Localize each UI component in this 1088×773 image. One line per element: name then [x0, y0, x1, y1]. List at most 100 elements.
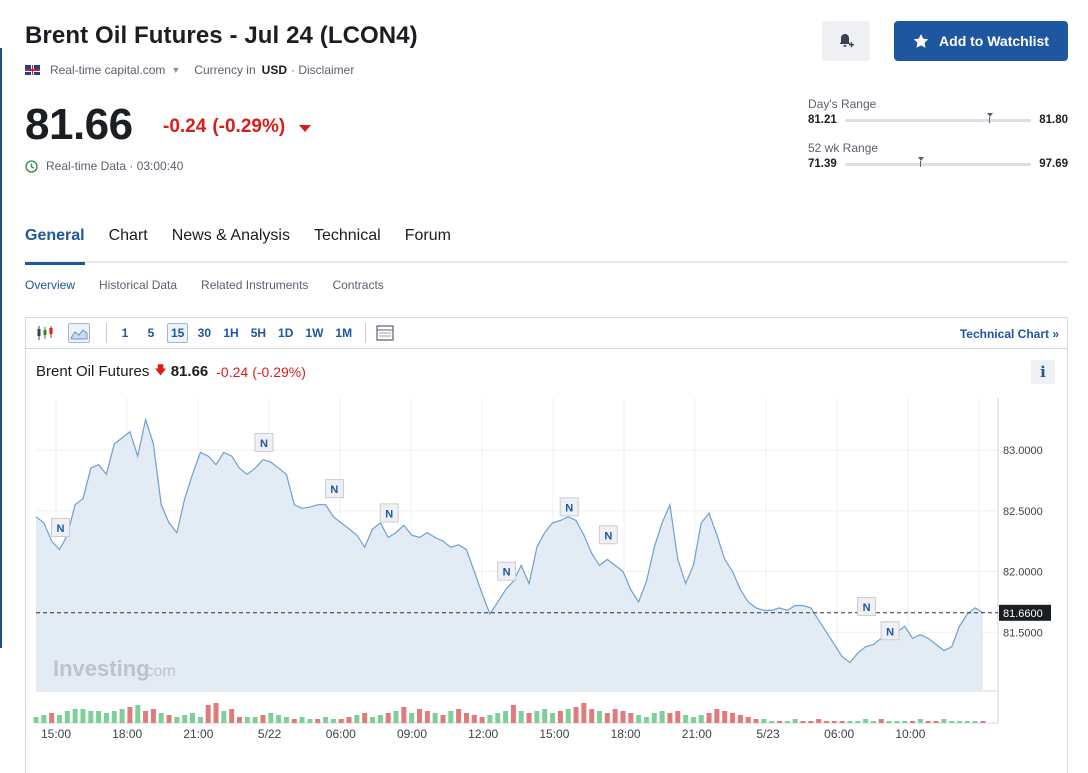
volume-bar	[88, 711, 94, 723]
subtab-overview[interactable]: Overview	[25, 278, 76, 292]
disclaimer-link[interactable]: · Disclaimer	[291, 63, 355, 77]
52wk-range: 52 wk Range 71.39 97.69	[808, 141, 1068, 170]
tab-general[interactable]: General	[25, 226, 85, 265]
x-tick-label: 10:00	[895, 727, 925, 741]
last-price: 81.66	[25, 100, 133, 149]
grid-panel-icon	[376, 325, 394, 341]
price-change: -0.24 (-0.29%)	[163, 116, 312, 138]
star-icon	[913, 34, 929, 48]
volume-bar	[722, 711, 728, 723]
volume-bar	[863, 719, 869, 723]
volume-bar	[190, 713, 196, 723]
volume-bar	[103, 713, 109, 723]
volume-bar	[252, 717, 258, 723]
volume-bar	[370, 717, 376, 723]
volume-bar	[651, 713, 657, 723]
volume-bar	[268, 713, 274, 723]
chart-settings-button[interactable]	[374, 323, 396, 343]
news-marker-label: N	[886, 626, 894, 638]
area-chart-button[interactable]	[68, 323, 90, 343]
tab-technical[interactable]: Technical	[313, 227, 381, 244]
volume-bar	[409, 713, 415, 723]
news-marker	[880, 621, 900, 641]
add-to-watchlist-button[interactable]: Add to Watchlist	[894, 21, 1068, 61]
volume-bar	[550, 713, 556, 723]
x-tick-label: 5/23	[756, 727, 780, 741]
interval-5[interactable]: 5	[147, 326, 155, 340]
tab-news-analysis[interactable]: News & Analysis	[171, 227, 290, 244]
y-tick-label: 83.0000	[1003, 445, 1043, 457]
volume-bar	[557, 711, 563, 723]
news-marker	[254, 432, 274, 452]
52wk-range-marker	[917, 156, 924, 167]
volume-bar	[119, 709, 125, 723]
x-tick-label: 21:00	[682, 727, 712, 741]
volume-bar	[72, 709, 78, 723]
volume-bar	[510, 705, 516, 723]
subtab-historical-data[interactable]: Historical Data	[99, 278, 178, 292]
x-tick-label: 21:00	[183, 727, 213, 741]
volume-bar	[377, 715, 383, 723]
clock-icon	[25, 159, 38, 173]
volume-bar	[526, 713, 532, 723]
price-line	[35, 417, 984, 664]
volume-bar	[753, 719, 759, 723]
news-marker	[559, 497, 579, 517]
volume-bar	[346, 717, 352, 723]
legend-name: Brent Oil Futures	[36, 363, 150, 380]
news-marker-label: N	[260, 438, 268, 450]
news-marker	[324, 479, 344, 499]
volume-bar	[244, 717, 250, 723]
volume-bar	[597, 711, 603, 723]
volume-bar	[229, 709, 235, 723]
interval-30[interactable]: 30	[197, 326, 212, 340]
volume-bar	[64, 711, 70, 723]
volume-bar	[432, 713, 438, 723]
chart-toolbar: 1 5 15 30 1H 5H 1D 1W 1M Technical Chart…	[26, 318, 1067, 349]
volume-bar	[831, 721, 837, 723]
interval-5h[interactable]: 5H	[250, 326, 267, 340]
volume-bar	[534, 711, 540, 723]
volume-bar	[41, 715, 47, 723]
interval-15[interactable]: 15	[167, 323, 189, 343]
volume-bar	[589, 709, 595, 723]
subtab-contracts[interactable]: Contracts	[332, 278, 384, 292]
investing-watermark: Investing	[53, 656, 150, 681]
volume-bar	[957, 721, 963, 723]
tab-forum[interactable]: Forum	[404, 227, 451, 244]
tab-chart[interactable]: Chart	[108, 227, 148, 244]
data-source-selector[interactable]: Real-time capital.com	[50, 63, 166, 77]
news-marker-label: N	[330, 484, 338, 496]
volume-bar	[197, 717, 203, 723]
change-percent: (-0.29%)	[212, 116, 286, 137]
volume-bar	[205, 705, 211, 723]
interval-1[interactable]: 1	[121, 326, 129, 340]
volume-bar	[127, 707, 133, 723]
volume-bar	[878, 719, 884, 723]
realtime-label: Real-time Data · 03:00:40	[46, 159, 184, 173]
technical-chart-link[interactable]: Technical Chart »	[959, 327, 1059, 341]
interval-1d[interactable]: 1D	[278, 326, 294, 340]
volume-bar	[424, 711, 430, 723]
chevron-down-icon[interactable]: ▼	[171, 65, 181, 75]
interval-1h[interactable]: 1H	[223, 326, 239, 340]
volume-bar	[737, 715, 743, 723]
subtab-related-instruments[interactable]: Related Instruments	[201, 278, 309, 292]
interval-1w[interactable]: 1W	[305, 326, 324, 340]
watchlist-label: Add to Watchlist	[939, 33, 1049, 49]
52wk-range-low: 71.39	[808, 158, 837, 170]
x-tick-label: 15:00	[41, 727, 71, 741]
y-tick-label: 82.0000	[1003, 567, 1043, 579]
toolbar-divider	[106, 323, 107, 343]
price-chart[interactable]: 83.0000 82.5000 82.0000 81.5000 81.6600 N N N N N…	[26, 318, 1067, 773]
interval-1m[interactable]: 1M	[335, 326, 353, 340]
candlestick-chart-button[interactable]	[34, 323, 56, 343]
info-button[interactable]: i	[1031, 360, 1055, 384]
news-marker	[50, 517, 70, 537]
volume-bar	[495, 713, 501, 723]
price-alert-button[interactable]	[822, 21, 870, 61]
volume-bar	[980, 721, 986, 723]
quote-meta: Real-time capital.com ▼ Currency in USD …	[25, 63, 354, 77]
52wk-range-bar	[844, 156, 1032, 167]
volume-bar	[503, 711, 509, 723]
